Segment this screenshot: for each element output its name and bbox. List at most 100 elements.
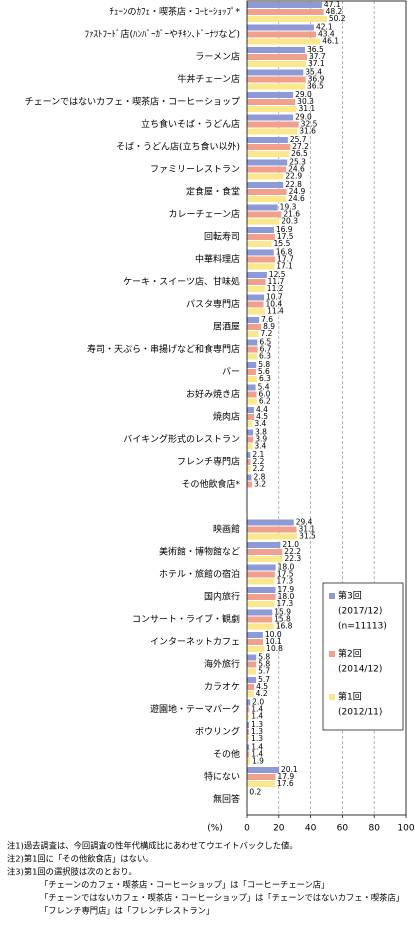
bar <box>247 106 296 112</box>
bar <box>247 286 265 292</box>
category-label: 立ち食いそば・うどん店 <box>141 118 240 130</box>
x-axis-label: (%) <box>207 824 223 834</box>
value-label: 31.5 <box>299 532 316 541</box>
bar <box>247 520 294 526</box>
bar <box>247 369 256 375</box>
legend-label: 第2回 <box>338 648 362 660</box>
bar <box>247 421 252 427</box>
bar <box>247 317 259 323</box>
bar <box>247 376 257 382</box>
legend-detail: (2012/11) <box>338 708 382 718</box>
bar <box>247 347 258 353</box>
bar <box>247 9 324 15</box>
bar <box>247 414 254 420</box>
bar <box>247 565 276 571</box>
bar <box>247 25 314 31</box>
category-label: ケーキ・スイーツ店、甘味処 <box>123 276 240 288</box>
category-label: 牛丼チェーン店 <box>177 73 240 85</box>
category-label: ボウリング <box>195 726 240 738</box>
bar <box>247 115 293 121</box>
bar <box>247 144 290 150</box>
x-tick-label: 80 <box>368 824 380 834</box>
category-label: 焼肉店 <box>213 411 240 423</box>
bar <box>247 617 272 623</box>
value-label: 17.6 <box>277 779 294 788</box>
legend-detail: (2017/12) <box>338 607 382 617</box>
category-label: カラオケ <box>204 682 240 693</box>
bar <box>247 331 258 337</box>
bar <box>247 444 252 450</box>
bar <box>247 16 327 22</box>
bar <box>247 572 275 578</box>
bar <box>247 354 257 360</box>
value-label: 1.9 <box>252 757 264 766</box>
category-label: 海外旅行 <box>204 658 240 670</box>
bar <box>247 767 279 773</box>
bar <box>247 295 264 301</box>
category-label: 居酒屋 <box>213 322 240 333</box>
category-label: バイキング形式のレストラン <box>123 433 240 445</box>
bar <box>247 774 275 780</box>
bar <box>247 212 281 218</box>
bar <box>247 781 275 787</box>
bar <box>247 362 256 368</box>
bar <box>247 684 254 690</box>
bar <box>247 466 250 472</box>
bar <box>247 392 257 398</box>
bar <box>247 272 267 278</box>
category-label: そば・うどん店(立ち食い以外) <box>116 141 240 153</box>
bar <box>247 549 282 555</box>
bar <box>247 691 254 697</box>
category-label: その他飲食店* <box>181 478 240 490</box>
bar <box>247 700 250 706</box>
note: 注3)第1回の選択肢は次のとおり。 <box>7 867 137 877</box>
bar <box>247 527 296 533</box>
bar <box>247 452 250 458</box>
bar <box>247 257 275 263</box>
bar <box>247 160 287 166</box>
category-label: 遊園地・テーマパーク <box>150 703 240 715</box>
bar <box>247 594 276 600</box>
category-label: 映画館 <box>213 523 240 535</box>
bar <box>247 129 297 135</box>
value-label: 46.1 <box>322 37 339 46</box>
category-label: ラーメン店 <box>195 51 240 63</box>
category-label: 特にない <box>204 771 240 783</box>
bar <box>247 579 275 585</box>
bar <box>247 241 272 247</box>
category-label: インターネットカフェ <box>150 637 240 648</box>
bar <box>247 279 266 285</box>
category-label: ﾌｧｽﾄﾌｰﾄﾞ店(ﾊﾝﾊﾞｰｶﾞｰやﾁｷﾝ､ﾄﾞｰﾅﾂなど) <box>84 28 240 40</box>
bar <box>247 610 272 616</box>
category-label: ホテル・旅館の宿泊 <box>159 568 240 580</box>
bar <box>247 324 261 330</box>
legend-swatch <box>329 651 335 657</box>
legend-label: 第1回 <box>338 691 362 703</box>
note: 「チェーンではないカフェ・喫茶店・コーヒーショップ」は「チェーンではないカフェ・… <box>40 893 404 903</box>
bar <box>247 205 278 211</box>
legend-swatch <box>329 593 335 599</box>
bar <box>247 70 303 76</box>
category-label: 定食屋・食堂 <box>186 186 240 198</box>
bar <box>247 385 256 391</box>
note: 注1)過去調査は、今回調査の性年代構成比にあわせてウエイトバックした値。 <box>7 841 298 851</box>
bar <box>247 234 275 240</box>
bar <box>247 407 254 413</box>
bar <box>247 182 283 188</box>
bar <box>247 542 280 548</box>
category-label: お好み焼き店 <box>186 388 240 400</box>
category-label: フレンチ専門店 <box>177 456 240 468</box>
bar <box>247 151 289 157</box>
bar <box>247 632 263 638</box>
bar <box>247 430 253 436</box>
value-label: 0.2 <box>249 788 261 797</box>
bar <box>247 459 250 465</box>
bar <box>247 196 286 202</box>
bar <box>247 99 295 105</box>
bar <box>247 587 275 593</box>
category-label: 回転寿司 <box>204 231 240 243</box>
bar <box>247 646 264 652</box>
bar <box>247 340 257 346</box>
bar <box>247 167 286 173</box>
